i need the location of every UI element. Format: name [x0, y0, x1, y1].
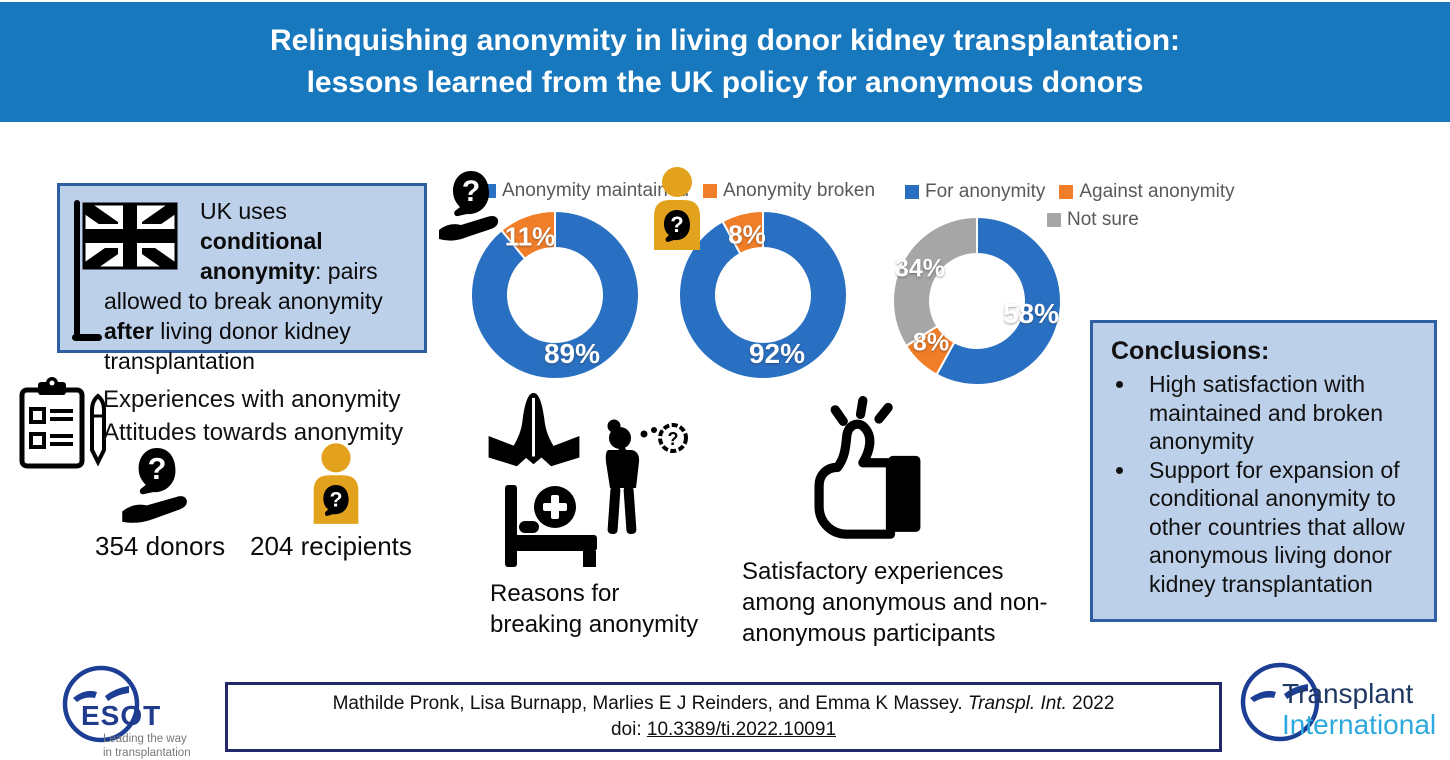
study-line2: Attitudes towards anonymity — [103, 419, 404, 446]
legend-label-broken: Anonymity broken — [722, 180, 876, 201]
esot-logo-circle-icon — [62, 665, 140, 743]
header-banner: Relinquishing anonymity in living donor … — [0, 2, 1450, 122]
reasons-caption-line2: breaking anonymity — [490, 611, 699, 638]
hospital-bed-cross-icon — [505, 485, 597, 567]
legend-swatch-for — [905, 185, 919, 199]
reasons-caption: Reasons for breaking anonymity — [490, 578, 698, 640]
recipient-person-icon: ? — [313, 443, 359, 524]
ti-wordmark-line1: Transplant — [1282, 678, 1414, 709]
esot-logo: ESOT Leading the way in transplantation — [55, 660, 235, 760]
reasons-caption-line1: Reasons for — [490, 580, 620, 607]
svg-text:?: ? — [148, 451, 167, 486]
legend-item-notsure: Not sure — [1047, 209, 1139, 231]
donut-segment-anonymity-maintained — [470, 209, 640, 380]
esot-tagline-line1: Leading the way — [103, 733, 187, 745]
donut-attitudes-for-value: 58% — [1002, 298, 1060, 329]
ti-wordmark-line2: International — [1282, 709, 1437, 740]
thinking-person-icon: ? — [605, 419, 688, 535]
donut-segment-anonymity-broken — [500, 209, 556, 261]
clipboard-pen-icon — [19, 377, 106, 469]
citation-year: 2022 — [1072, 693, 1115, 714]
uk-policy-box: UK uses conditional anonymity: pairs all… — [57, 183, 427, 374]
conclusion-bullet-1: High satisfaction with maintained and br… — [1137, 370, 1420, 456]
doi-link[interactable]: 10.3389/ti.2022.10091 — [646, 719, 837, 740]
donut-segment-not-sure — [892, 215, 978, 348]
transplant-international-logo: Transplant International — [1236, 656, 1448, 760]
donut-chart-recipients: ? 8% 92% — [654, 167, 849, 381]
legend-anonymity-status: Anonymity maintained Anonymity broken — [482, 180, 875, 202]
anonymous-donor-hand-icon: ? — [439, 171, 499, 241]
conclusions-box: Conclusions: High satisfaction with main… — [1090, 320, 1437, 622]
svg-text:?: ? — [462, 175, 480, 208]
esot-wordmark: ESOT — [81, 700, 162, 731]
anonymous-recipient-person-icon: ? — [654, 167, 700, 250]
legend-swatch-notsure — [1047, 213, 1061, 227]
satisfaction-caption: Satisfactory experiences among anonymous… — [742, 558, 1048, 647]
donut-chart-donors-svg — [470, 209, 640, 380]
donut-segment-anonymity-broken — [721, 209, 764, 256]
donut-recipients-maintained-value: 92% — [748, 338, 806, 369]
donut-attitudes-notsure-value: 34% — [894, 254, 946, 283]
donors-count: 354 donors — [95, 531, 226, 561]
esot-tagline-line2: in transplantation — [103, 747, 191, 759]
citation-journal: Transpl. Int. — [967, 693, 1067, 714]
legend-attitudes-row1: For anonymity Against anonymity — [905, 181, 1235, 203]
praying-hands-icon — [488, 393, 580, 467]
study-description: Experiences with anonymity Attitudes tow… — [103, 383, 403, 449]
legend-item-against: Against anonymity — [1059, 181, 1235, 203]
legend-label-for: For anonymity — [925, 181, 1046, 202]
donut-donors-broken-value: 11% — [504, 221, 556, 252]
citation-authors: Mathilde Pronk, Lisa Burnapp, Marlies E … — [333, 693, 1115, 715]
recipients-count: 204 recipients — [250, 531, 412, 561]
donut-donors-maintained-value: 89% — [543, 338, 601, 369]
esot-tagline: Leading the way in transplantation — [103, 732, 191, 760]
citation-doi-line: doi: 10.3389/ti.2022.10091 — [611, 719, 836, 741]
citation-box: Mathilde Pronk, Lisa Burnapp, Marlies E … — [225, 682, 1222, 752]
legend-attitudes: For anonymity Against anonymity Not sure — [905, 181, 1235, 231]
uk-policy-text: UK uses conditional anonymity: pairs all… — [104, 198, 383, 374]
conclusions-title: Conclusions: — [1111, 337, 1270, 365]
doi-label: doi: — [610, 719, 642, 740]
donut-recipients-broken-value: 8% — [728, 219, 766, 250]
donor-hand-icon: ? — [122, 448, 187, 523]
svg-text:?: ? — [668, 429, 679, 449]
legend-item-for: For anonymity — [905, 181, 1045, 203]
legend-swatch-broken — [702, 184, 717, 198]
ti-logo-circle-icon — [1240, 662, 1320, 742]
donut-chart-recipients-svg — [678, 209, 848, 380]
legend-label-maintained: Anonymity maintained — [502, 180, 689, 201]
donut-chart-attitudes-svg — [892, 215, 1062, 386]
page-title-line1: Relinquishing anonymity in living donor … — [269, 24, 1181, 57]
legend-attitudes-row2: Not sure — [1047, 209, 1235, 231]
donut-attitudes-against-value: 8% — [912, 328, 950, 357]
citation-author-list: Mathilde Pronk, Lisa Burnapp, Marlies E … — [332, 693, 963, 714]
legend-swatch-against — [1059, 185, 1074, 199]
legend-label-notsure: Not sure — [1067, 209, 1139, 230]
conclusion-bullet-2: Support for expansion of conditional ano… — [1137, 456, 1420, 599]
legend-label-against: Against anonymity — [1079, 181, 1235, 202]
donut-chart-donors: ? 11% 89% — [439, 171, 641, 381]
thumbs-up-icon — [814, 396, 921, 539]
page-title-line2: lessons learned from the UK policy for a… — [306, 66, 1144, 99]
donut-chart-attitudes: 58% 8% 34% — [891, 215, 1063, 387]
donut-segment-anonymity-maintained — [678, 209, 848, 380]
svg-text:?: ? — [670, 212, 683, 237]
svg-text:?: ? — [329, 487, 342, 511]
uk-flag-icon — [72, 200, 178, 341]
ti-wordmark: Transplant International — [1282, 678, 1436, 740]
study-line1: Experiences with anonymity — [103, 386, 401, 413]
legend-item-broken: Anonymity broken — [702, 180, 876, 202]
conclusions-list: High satisfaction with maintained and br… — [1111, 370, 1420, 598]
donut-segment-for-anonymity — [935, 215, 1062, 386]
